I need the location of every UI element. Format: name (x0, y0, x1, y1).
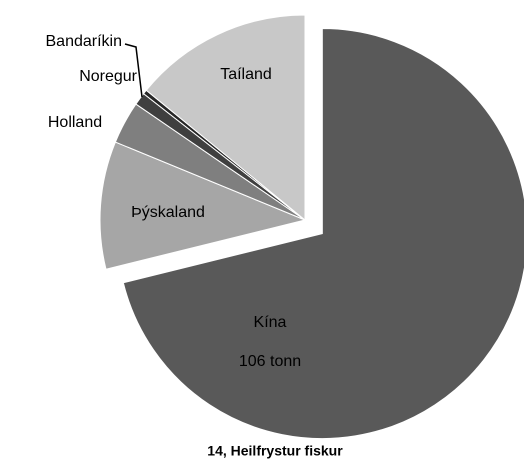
pie-slice (99, 141, 307, 270)
pie-slice (122, 28, 524, 440)
chart-title: 14, Heilfrystur fiskur (207, 443, 343, 459)
slice-label: Þýskaland (131, 204, 205, 221)
slice-label: Taíland (220, 66, 272, 83)
slice-label: Kína (254, 314, 287, 331)
slice-label: Holland (48, 114, 102, 131)
pie-slice (145, 14, 306, 222)
value-label: 106 tonn (239, 353, 301, 370)
slice-label: Noregur (79, 68, 137, 85)
leader-line (124, 43, 143, 98)
slice-label: Bandaríkin (46, 33, 123, 50)
